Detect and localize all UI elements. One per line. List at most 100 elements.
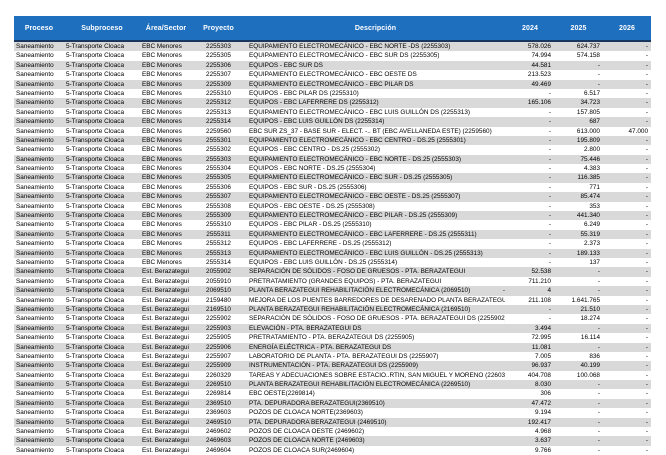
cell-proceso: Saneamiento: [16, 99, 54, 107]
cell-proyecto: 2555302: [206, 146, 231, 154]
cell-area-sector: Est. Berazategui: [142, 437, 189, 445]
cell-2024: -: [548, 108, 551, 116]
cell-proyecto: 2469602: [206, 428, 231, 436]
cell-proyecto: 2255902: [206, 315, 231, 323]
cell-2025: 687: [589, 118, 600, 126]
descripcion-text: EQUIPAMIENTO ELECTROMECÁNICO - EBC PILAR…: [249, 212, 458, 220]
cell-descripcion: PLANTA BERAZATEGUI REHABILITACIÓN ELECTR…: [245, 305, 506, 314]
descripcion-text: EQUIPOS - EBC LAFERRERE DS (2255312): [249, 99, 379, 107]
cell-area-sector: EBC Menores: [142, 183, 182, 191]
cell-subproceso: 5-Transporte Cloaca: [66, 99, 125, 107]
descripcion-text: EQUIPAMIENTO ELECTROMECÁNICO - EBC NORTE…: [249, 155, 462, 163]
table-row: Saneamiento 5-Transporte Cloaca Est. Ber…: [14, 352, 651, 361]
descripcion-text: EQUIPAMIENTO ELECTROMECÁNICO - EBC NORTE…: [249, 43, 451, 50]
cell-proyecto: 2469510: [206, 418, 231, 426]
descripcion-text: EBC SUR ZS_37 - BASE SUR - ELECT. -.. BT…: [249, 127, 492, 135]
column-header-2025: 2025: [570, 24, 587, 32]
cell-subproceso: 5-Transporte Cloaca: [66, 334, 125, 342]
cell-2024: 211.108: [528, 296, 551, 304]
cell-proyecto: 2555308: [206, 202, 231, 210]
table-row: Saneamiento 5-Transporte Cloaca EBC Meno…: [14, 154, 651, 165]
cell-subproceso: 5-Transporte Cloaca: [66, 352, 125, 360]
table-row: Saneamiento 5-Transporte Cloaca EBC Meno…: [14, 211, 651, 221]
cell-2025: 16.114: [580, 334, 600, 342]
descripcion-text: EQUIPOS - EBC NORTE - DS.25 (2555304): [249, 165, 376, 173]
cell-area-sector: Est. Berazategui: [142, 428, 189, 436]
cell-2026: -: [645, 249, 648, 257]
cell-descripcion: EQUIPOS - EBC LUIS GUILLÓN DS (2255314): [245, 117, 506, 126]
cell-area-sector: EBC Menores: [142, 118, 182, 126]
cell-area-sector: EBC Menores: [142, 146, 182, 154]
descripcion-text: MEJORA DE LOS PUENTES BARREDORES DE DESA…: [249, 296, 505, 304]
cell-2026: -: [645, 174, 648, 182]
cell-proceso: Saneamiento: [16, 249, 54, 257]
cell-2025: 100.068: [576, 371, 600, 379]
cell-descripcion: PTA. DEPURADORA BERAZATEGUI (2469510): [245, 418, 506, 427]
cell-2025: 2.800: [584, 146, 600, 154]
cell-2025: 85.474: [580, 193, 600, 201]
cell-proceso: Saneamiento: [16, 371, 54, 379]
cell-area-sector: Est. Berazategui: [142, 343, 189, 351]
descripcion-text: INSTRUMENTACIÓN - PTA. BERAZATEGUI DS (2…: [249, 362, 419, 370]
table-row: Saneamiento 5-Transporte Cloaca Est. Ber…: [14, 408, 651, 417]
cell-proceso: Saneamiento: [16, 155, 54, 163]
descripcion-text: PRETRATAMIENTO (GRANDES EQUIPOS) - PTA. …: [249, 277, 442, 285]
cell-proyecto: 2369510: [206, 399, 231, 407]
cell-2026: -: [645, 230, 648, 238]
cell-proyecto: 2055902: [206, 268, 231, 276]
cell-subproceso: 5-Transporte Cloaca: [66, 315, 125, 323]
cell-descripcion: EQUIPOS - EBC CENTRO - DS.25 (2555302): [245, 145, 506, 154]
cell-proceso: Saneamiento: [16, 89, 54, 97]
cell-descripcion: MEJORA DE LOS PUENTES BARREDORES DE DESA…: [245, 296, 506, 305]
cell-proyecto: 2255909: [206, 362, 231, 370]
cell-2026: -: [645, 146, 648, 154]
table-row: Saneamiento 5-Transporte Cloaca EBC Meno…: [14, 108, 651, 117]
cell-descripcion: PRETRATAMIENTO - PTA. BERAZATEGUI DS (22…: [245, 333, 506, 342]
cell-2024: 3.494: [535, 324, 551, 332]
cell-2026: -: [645, 183, 648, 191]
cell-area-sector: Est. Berazategui: [142, 352, 189, 360]
cell-descripcion: EQUIPOS - EBC LAFERRERE DS (2255312): [245, 98, 506, 107]
cell-area-sector: Est. Berazategui: [142, 371, 189, 379]
descripcion-text: EQUIPOS - EBC CENTRO - DS.25 (2555302): [249, 146, 381, 154]
descripcion-text: EQUIPAMIENTO ELECTROMECÁNICO - EBC CENTR…: [249, 136, 466, 144]
descripcion-text: EQUIPOS - EBC PILAR DS (2255310): [249, 89, 359, 97]
cell-2025: -: [597, 277, 600, 285]
table-row: Saneamiento 5-Transporte Cloaca EBC Meno…: [14, 89, 651, 98]
cell-descripcion: EQUIPAMIENTO ELECTROMECÁNICO - EBC PILAR…: [245, 80, 506, 89]
cell-proceso: Saneamiento: [16, 287, 54, 295]
table-row: Saneamiento 5-Transporte Cloaca EBC Meno…: [14, 248, 651, 258]
cell-2024: 213.523: [527, 71, 551, 79]
cell-2024: -: [548, 183, 551, 191]
cell-2024: 72.995: [531, 334, 551, 342]
cell-subproceso: 5-Transporte Cloaca: [66, 437, 125, 445]
cell-descripcion: EQUIPAMIENTO ELECTROMECÁNICO - EBC OESTE…: [245, 70, 506, 79]
cell-proyecto: 2555303: [206, 155, 231, 163]
cell-area-sector: Est. Berazategui: [142, 287, 189, 295]
cell-2026: -: [645, 52, 648, 60]
cell-area-sector: Est. Berazategui: [142, 418, 189, 426]
cell-descripcion: EQUIPAMIENTO ELECTROMECÁNICO - EBC SUR D…: [245, 51, 506, 60]
cell-area-sector: EBC Menores: [142, 212, 182, 220]
cell-descripcion: POZOS DE CLOACA OESTE (2469602): [245, 427, 506, 436]
cell-2024: -: [548, 258, 551, 266]
cell-proceso: Saneamiento: [16, 240, 54, 248]
cell-2024: 9.766: [535, 446, 551, 454]
table-row: Saneamiento 5-Transporte Cloaca Est. Ber…: [14, 436, 651, 446]
cell-proceso: Saneamiento: [16, 212, 54, 220]
descripcion-text: POZOS DE CLOACA SUR(2469604): [249, 446, 355, 454]
cell-subproceso: 5-Transporte Cloaca: [66, 409, 125, 417]
cell-proyecto: 2555305: [206, 174, 231, 182]
cell-proceso: Saneamiento: [16, 362, 54, 370]
descripcion-text: PTA. DEPURADORA BERAZATEGUI (2469510): [249, 418, 387, 426]
cell-descripcion: EBC OESTE(2269814): [245, 389, 506, 398]
cell-proyecto: 2255307: [206, 71, 231, 79]
cell-proyecto: 2255903: [206, 324, 231, 332]
cell-2026: -: [645, 155, 648, 163]
cell-subproceso: 5-Transporte Cloaca: [66, 390, 125, 398]
cell-descripcion: LABORATORIO DE PLANTA - PTA. BERAZATEGUI…: [245, 352, 506, 361]
descripcion-text: EQUIPOS - EBC PILAR - DS.25 (2555310): [249, 221, 372, 229]
cell-descripcion: PLANTA BERAZATEGUI REHABILITACIÓN ELECTR…: [245, 380, 506, 389]
cell-subproceso: 5-Transporte Cloaca: [66, 155, 125, 163]
table-row: Saneamiento 5-Transporte Cloaca EBC Meno…: [14, 79, 651, 89]
